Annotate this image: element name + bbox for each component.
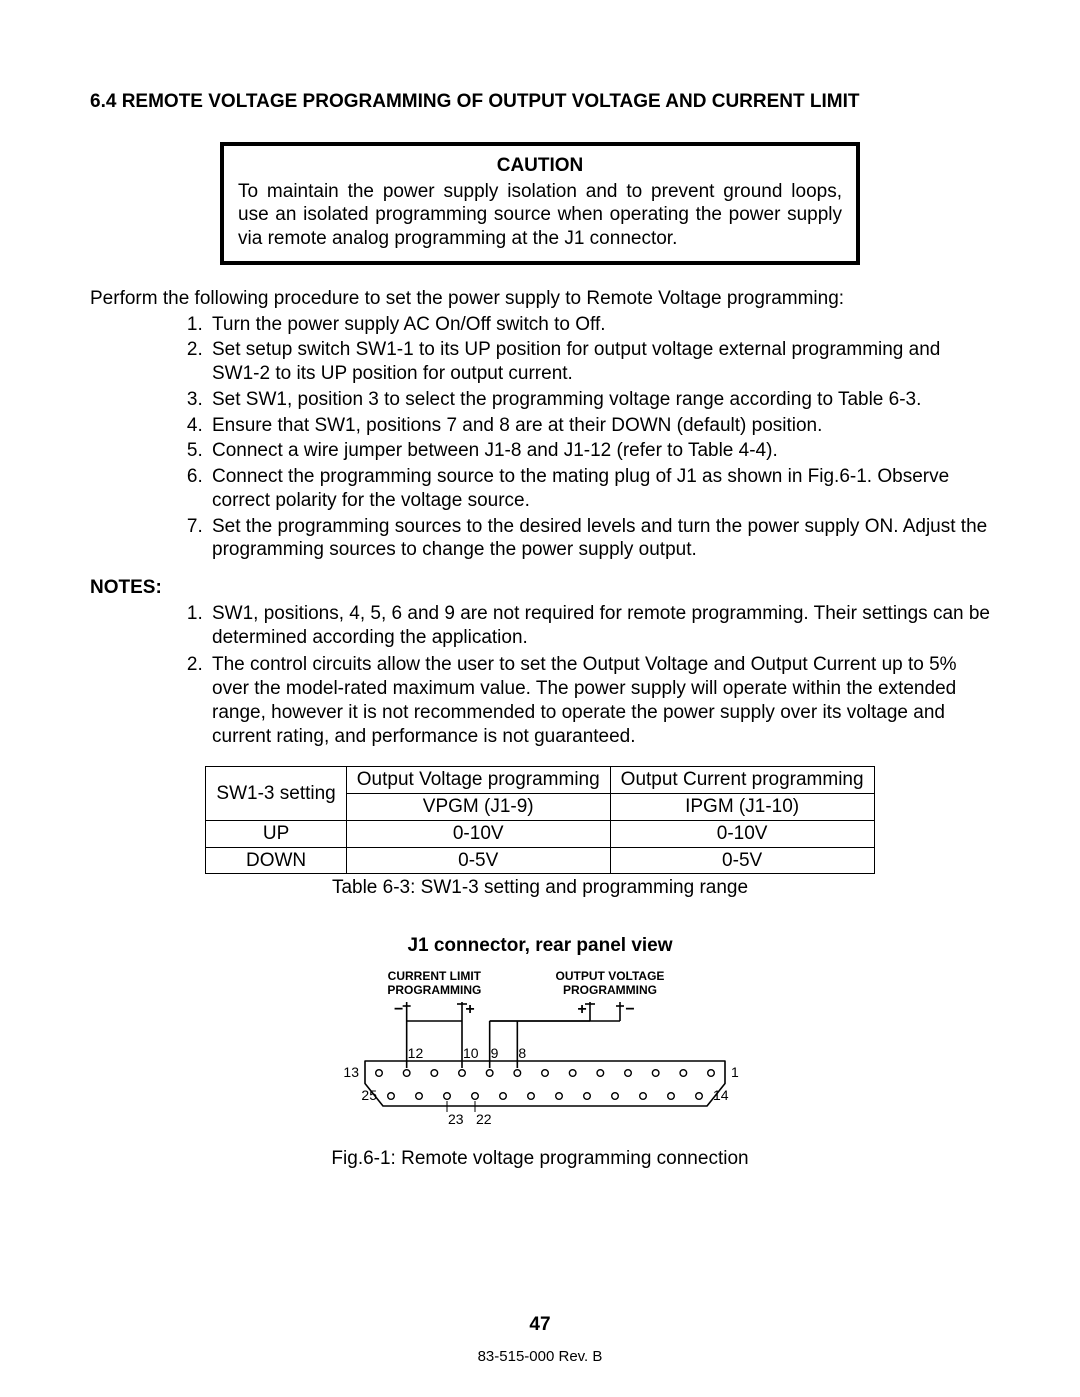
doc-revision: 83-515-000 Rev. B — [0, 1348, 1080, 1367]
table-cell: 0-10V — [346, 820, 610, 847]
svg-text:PROGRAMMING: PROGRAMMING — [563, 983, 657, 997]
svg-text:−: − — [625, 1001, 634, 1018]
svg-text:22: 22 — [476, 1111, 492, 1127]
procedure-intro: Perform the following procedure to set t… — [90, 287, 990, 311]
table-header: VPGM (J1-9) — [346, 794, 610, 821]
caution-text: To maintain the power supply isolation a… — [238, 180, 842, 251]
figure-wrap: 13125141210982322−++−CURRENT LIMITPROGRA… — [90, 966, 990, 1143]
svg-text:12: 12 — [408, 1045, 424, 1061]
procedure-step: Ensure that SW1, positions 7 and 8 are a… — [208, 414, 990, 438]
table-row: UP 0-10V 0-10V — [206, 820, 874, 847]
notes-label: NOTES: — [90, 576, 990, 600]
table-cell: 0-10V — [610, 820, 874, 847]
notes-item: SW1, positions, 4, 5, 6 and 9 are not re… — [208, 602, 990, 650]
svg-text:9: 9 — [491, 1045, 499, 1061]
table-row: DOWN 0-5V 0-5V — [206, 847, 874, 874]
svg-text:PROGRAMMING: PROGRAMMING — [387, 983, 481, 997]
notes-list: SW1, positions, 4, 5, 6 and 9 are not re… — [90, 602, 990, 749]
svg-text:10: 10 — [463, 1045, 479, 1061]
table-caption: Table 6-3: SW1-3 setting and programming… — [90, 876, 990, 900]
svg-text:OUTPUT VOLTAGE: OUTPUT VOLTAGE — [556, 969, 665, 983]
svg-text:13: 13 — [343, 1064, 359, 1080]
svg-text:14: 14 — [713, 1087, 729, 1103]
section-title-text: REMOTE VOLTAGE PROGRAMMING OF OUTPUT VOL… — [122, 91, 860, 112]
section-number: 6.4 — [90, 91, 116, 112]
procedure-step: Set the programming sources to the desir… — [208, 515, 990, 563]
table-cell: DOWN — [206, 847, 346, 874]
table-row: SW1-3 setting Output Voltage programming… — [206, 767, 874, 794]
procedure-step: Set SW1, position 3 to select the progra… — [208, 388, 990, 412]
svg-text:23: 23 — [448, 1111, 464, 1127]
figure-caption: Fig.6-1: Remote voltage programming conn… — [90, 1147, 990, 1171]
svg-text:1: 1 — [731, 1064, 739, 1080]
svg-text:25: 25 — [361, 1087, 377, 1103]
procedure-step: Connect the programming source to the ma… — [208, 465, 990, 513]
range-table: SW1-3 setting Output Voltage programming… — [205, 766, 874, 874]
table-cell: UP — [206, 820, 346, 847]
svg-text:CURRENT LIMIT: CURRENT LIMIT — [388, 969, 482, 983]
svg-text:8: 8 — [518, 1045, 526, 1061]
section-heading: 6.4 REMOTE VOLTAGE PROGRAMMING OF OUTPUT… — [90, 90, 990, 114]
connector-diagram: 13125141210982322−++−CURRENT LIMITPROGRA… — [310, 966, 770, 1136]
document-page: 6.4 REMOTE VOLTAGE PROGRAMMING OF OUTPUT… — [0, 0, 1080, 1397]
table-header: Output Current programming — [610, 767, 874, 794]
notes-item: The control circuits allow the user to s… — [208, 653, 990, 748]
table-header: IPGM (J1-10) — [610, 794, 874, 821]
caution-label: CAUTION — [238, 154, 842, 178]
table-header: Output Voltage programming — [346, 767, 610, 794]
table-header: SW1-3 setting — [206, 767, 346, 821]
figure-title: J1 connector, rear panel view — [90, 934, 990, 958]
caution-box: CAUTION To maintain the power supply iso… — [220, 142, 860, 265]
procedure-step: Turn the power supply AC On/Off switch t… — [208, 313, 990, 337]
table-cell: 0-5V — [346, 847, 610, 874]
procedure-step: Connect a wire jumper between J1-8 and J… — [208, 439, 990, 463]
procedure-step: Set setup switch SW1-1 to its UP positio… — [208, 338, 990, 386]
page-number: 47 — [0, 1313, 1080, 1337]
table-cell: 0-5V — [610, 847, 874, 874]
svg-text:−: − — [394, 1001, 403, 1018]
procedure-list: Turn the power supply AC On/Off switch t… — [90, 313, 990, 563]
